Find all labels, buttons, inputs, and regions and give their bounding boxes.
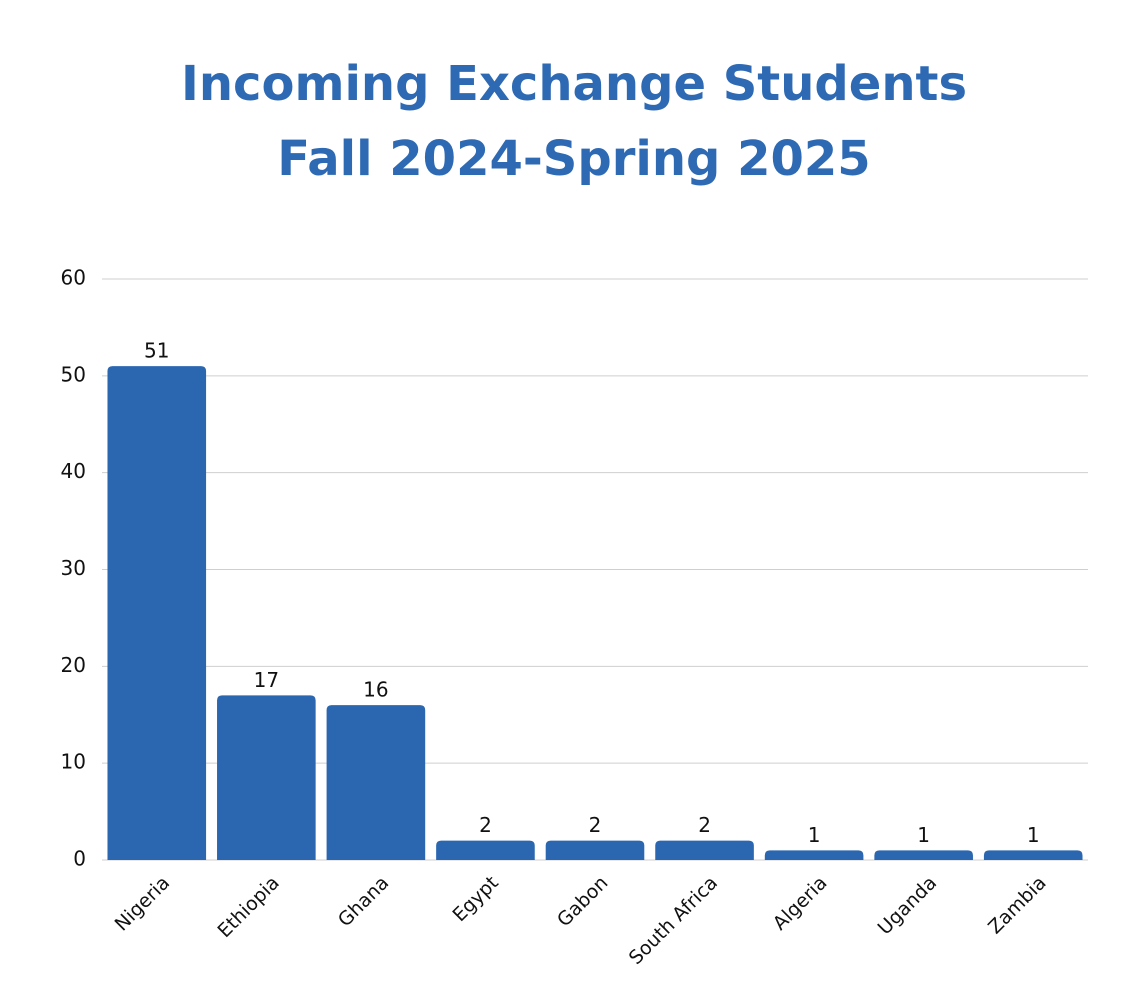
y-tick-label: 30 [61,556,86,580]
value-label: 51 [144,339,169,363]
value-label: 2 [698,813,711,837]
x-tick-label: Algeria [769,872,832,935]
y-tick-label: 50 [61,362,86,386]
y-tick-label: 40 [61,459,86,483]
x-tick-label: Egypt [449,872,503,926]
bar [983,850,1083,860]
bar [874,850,973,860]
value-label: 2 [479,813,492,837]
bar [764,850,864,860]
x-tick-label: Ethiopia [213,872,283,942]
bar [655,840,754,860]
x-tick-label: Ghana [334,872,393,931]
value-label: 2 [589,813,602,837]
bar [326,705,426,860]
value-label: 16 [363,678,388,702]
bar [107,366,207,860]
x-tick-label: Uganda [874,872,941,939]
x-tick-label: Zambia [984,872,1051,939]
bar [436,840,535,860]
y-tick-label: 10 [61,750,86,774]
y-tick-label: 0 [73,847,86,871]
y-tick-label: 60 [61,266,86,290]
y-tick-label: 20 [61,653,86,677]
x-tick-label: Nigeria [111,872,175,936]
x-tick-label: Gabon [553,872,612,931]
chart-title: Fall 2024-Spring 2025 [277,131,870,187]
value-label: 17 [254,668,279,692]
value-label: 1 [917,823,930,847]
chart-title: Incoming Exchange Students [181,56,967,112]
value-label: 1 [808,823,821,847]
value-label: 1 [1027,823,1040,847]
bar [217,695,316,860]
x-tick-label: South Africa [625,872,722,969]
bar [545,840,645,860]
